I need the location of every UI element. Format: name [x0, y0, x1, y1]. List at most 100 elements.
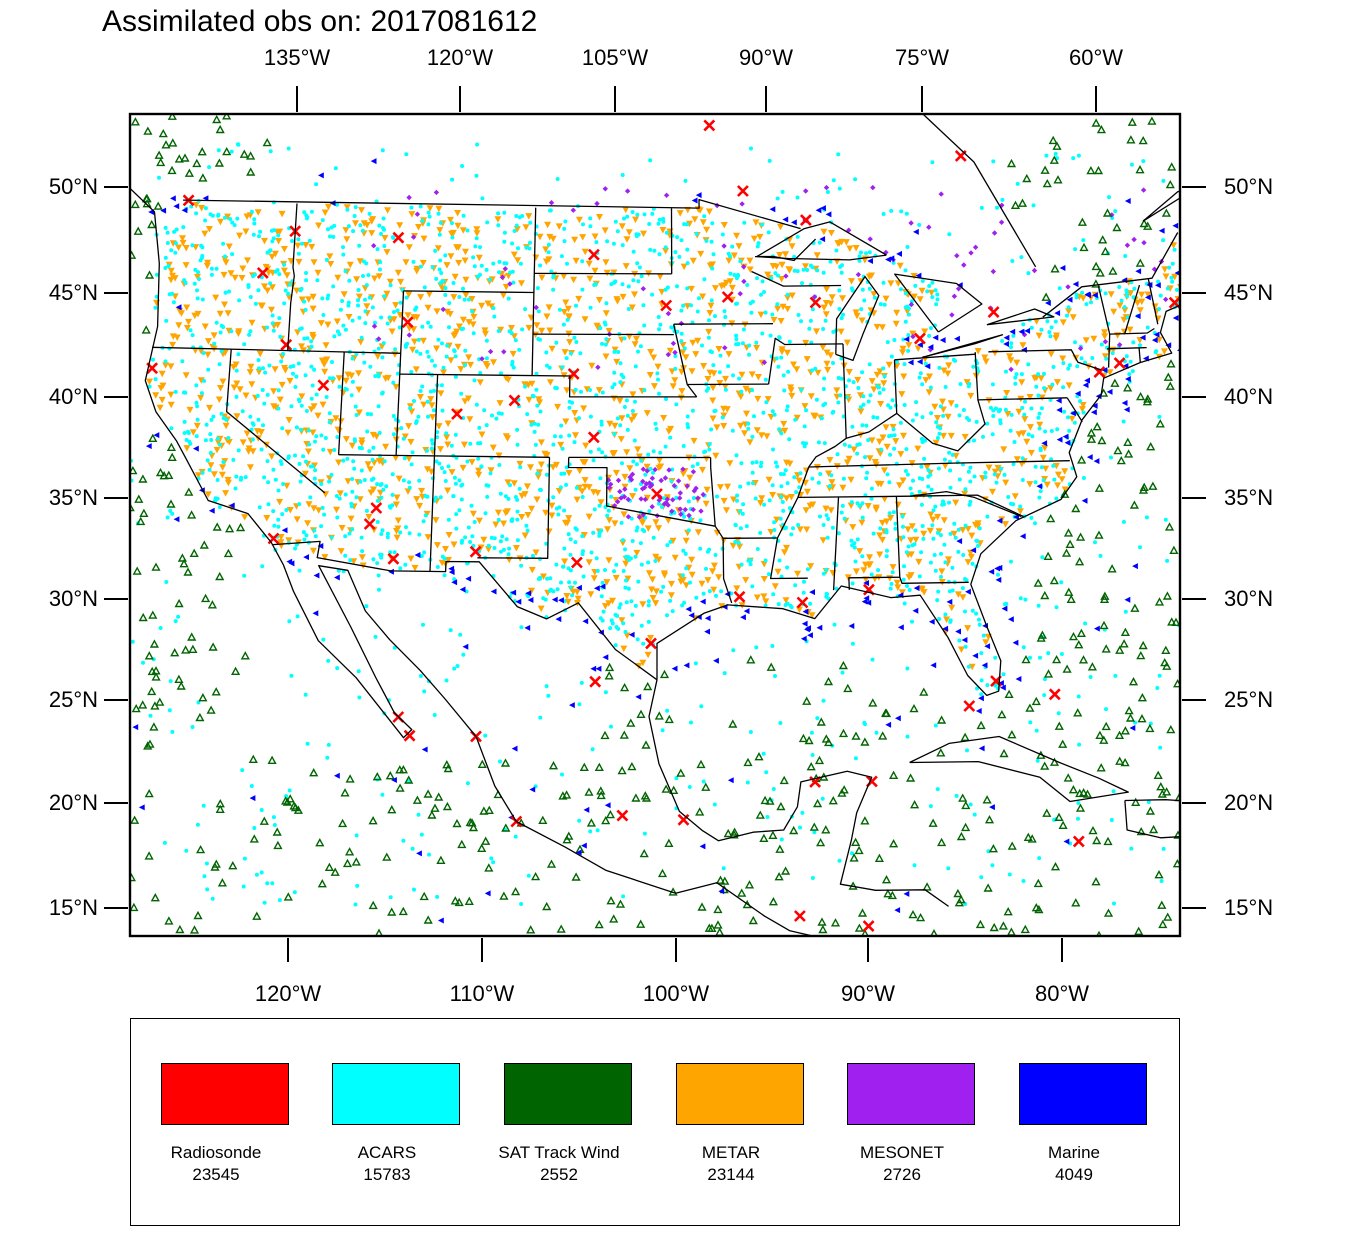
sat-track-wind-point [273, 840, 283, 850]
metar-point [964, 525, 972, 533]
acars-point [940, 502, 945, 507]
acars-point [1258, 530, 1262, 534]
metar-point [319, 401, 327, 409]
metar-point [356, 496, 364, 503]
acars-point [977, 526, 982, 531]
legend-name: Marine [1048, 1143, 1100, 1162]
sat-track-wind-point [713, 920, 723, 929]
acars-point [266, 502, 271, 507]
metar-point [576, 467, 584, 475]
sat-track-wind-point [240, 651, 250, 660]
acars-point [621, 621, 626, 626]
acars-point [807, 326, 812, 331]
acars-point [354, 413, 359, 417]
acars-point [1327, 814, 1331, 818]
sat-track-wind-point [1165, 179, 1175, 189]
acars-point [929, 326, 933, 331]
acars-point [603, 342, 608, 347]
sat-track-wind-point [479, 806, 489, 815]
metar-point [660, 415, 668, 422]
acars-point [892, 338, 897, 342]
acars-point [62, 619, 66, 623]
acars-point [871, 415, 876, 420]
metar-point [897, 451, 905, 458]
metar-point [944, 413, 952, 421]
acars-point [685, 222, 689, 227]
mesonet-point [669, 508, 675, 514]
marine-point [975, 708, 982, 714]
acars-point [506, 552, 511, 557]
acars-point [906, 544, 911, 549]
acars-point [744, 524, 749, 529]
acars-point [773, 271, 778, 276]
acars-point [831, 361, 835, 365]
acars-point [511, 280, 516, 285]
acars-point [362, 360, 367, 365]
acars-point [360, 549, 365, 554]
sat-track-wind-point [937, 715, 947, 724]
marine-point [173, 203, 180, 210]
acars-point [568, 552, 573, 557]
acars-point [836, 400, 841, 405]
mesonet-point [621, 494, 628, 500]
metar-point [462, 248, 469, 256]
sat-track-wind-point [765, 796, 775, 805]
acars-point [979, 651, 984, 656]
acars-point [786, 369, 791, 374]
metar-point [671, 554, 679, 562]
metar-point [711, 285, 719, 292]
sat-track-wind-point [143, 126, 153, 135]
acars-point [796, 523, 801, 527]
mesonet-point [684, 483, 690, 489]
acars-point [821, 523, 826, 527]
metar-point [654, 363, 662, 371]
metar-point [925, 389, 933, 396]
acars-point [452, 475, 457, 480]
acars-point [793, 583, 798, 588]
metar-point [236, 232, 243, 240]
metar-point [947, 400, 955, 407]
sat-track-wind-point [695, 807, 705, 816]
acars-point [795, 234, 800, 239]
acars-point [484, 356, 489, 361]
acars-point [1038, 489, 1043, 494]
sat-track-wind-point [272, 827, 282, 836]
sat-track-wind-point [958, 793, 968, 802]
acars-point [397, 325, 402, 330]
acars-point [783, 603, 788, 607]
acars-point [519, 563, 524, 568]
acars-point [296, 361, 301, 366]
metar-point [434, 245, 442, 252]
metar-point [760, 561, 768, 568]
acars-point [837, 858, 842, 863]
acars-point [1001, 672, 1006, 677]
acars-point [891, 260, 896, 265]
metar-point [1023, 438, 1031, 446]
acars-point [948, 468, 953, 473]
acars-point [257, 366, 261, 371]
acars-point [545, 363, 549, 368]
metar-point [777, 318, 785, 325]
acars-point [763, 377, 768, 382]
marine-point [688, 612, 695, 619]
radiosonde-point [645, 637, 657, 650]
acars-point [1202, 389, 1206, 393]
acars-point [770, 483, 775, 488]
hudson-bay-coast [921, 114, 1037, 268]
metar-point [687, 285, 695, 293]
marine-point [1199, 235, 1205, 241]
acars-point [248, 329, 253, 334]
acars-point [229, 149, 234, 154]
mesonet-point [811, 294, 818, 300]
acars-point [407, 485, 412, 490]
marine-point [628, 631, 635, 638]
metar-point [1042, 465, 1050, 473]
acars-point [993, 683, 998, 688]
metar-point [342, 436, 350, 443]
acars-point [337, 496, 342, 501]
acars-point [380, 355, 385, 360]
sat-track-wind-point [564, 831, 574, 840]
metar-point [868, 378, 876, 385]
acars-point [647, 222, 652, 226]
acars-point [1026, 271, 1031, 276]
